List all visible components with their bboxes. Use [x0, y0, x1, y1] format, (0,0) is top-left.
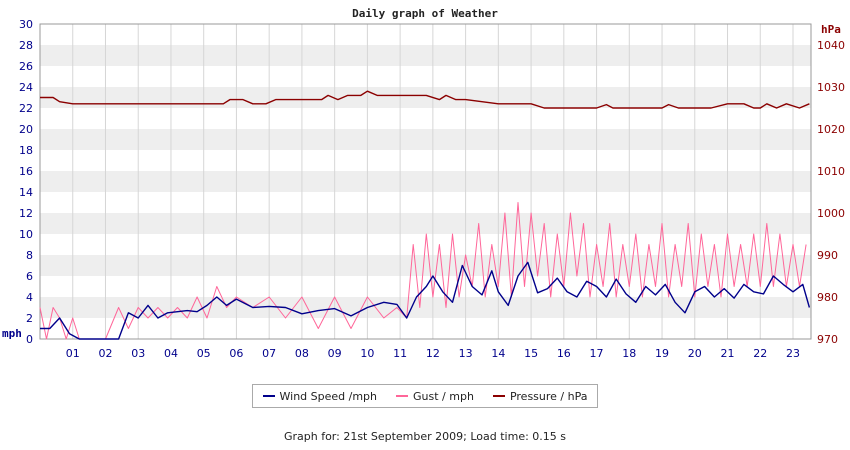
left-tick-label: 2: [26, 312, 33, 325]
left-tick-label: 22: [19, 102, 33, 115]
left-tick-label: 28: [19, 39, 33, 52]
x-tick-label: 23: [786, 347, 800, 360]
left-tick-label: 12: [19, 207, 33, 220]
weather-chart: Daily graph of Weather 02468101214161820…: [2, 7, 845, 360]
legend-swatch-pressure: [492, 395, 505, 397]
x-tick-label: 09: [328, 347, 342, 360]
left-tick-label: 30: [19, 18, 33, 31]
legend-label-wind: Wind Speed /mph: [279, 389, 378, 403]
grid-band: [40, 129, 811, 150]
left-tick-label: 10: [19, 228, 33, 241]
footer-text: Graph for: 21st September 2009; Load tim…: [283, 430, 567, 443]
plot-area-border: [39, 23, 812, 340]
grid-band: [40, 24, 811, 45]
left-tick-label: 24: [19, 81, 33, 94]
grid-bands: [40, 24, 811, 339]
x-tick-label: 07: [262, 347, 276, 360]
x-tick-label: 01: [66, 347, 80, 360]
grid-band: [40, 213, 811, 234]
x-tick-label: 21: [721, 347, 735, 360]
right-axis-unit: hPa: [821, 23, 841, 36]
right-tick-label: 1030: [817, 81, 845, 94]
chart-title: Daily graph of Weather: [352, 7, 498, 20]
legend: Wind Speed /mph Gust / mph Pressure / hP…: [252, 384, 598, 408]
left-tick-label: 0: [26, 333, 33, 346]
x-tick-label: 19: [655, 347, 669, 360]
x-tick-label: 14: [491, 347, 505, 360]
x-tick-label: 22: [753, 347, 767, 360]
legend-item-gust: Gust / mph: [396, 390, 474, 403]
x-tick-label: 20: [688, 347, 702, 360]
x-axis-ticks: 01 02 03 04 05 06 07 08 09 10 11 12 13 14 15 16 17 18 19 20…: [66, 347, 800, 360]
x-tick-label: 13: [459, 347, 473, 360]
x-tick-label: 18: [622, 347, 636, 360]
x-tick-label: 10: [360, 347, 374, 360]
x-tick-label: 06: [229, 347, 243, 360]
grid-band: [40, 87, 811, 108]
left-tick-label: 8: [26, 249, 33, 262]
left-tick-label: 20: [19, 123, 33, 136]
grid-band: [40, 318, 811, 339]
grid-band: [40, 45, 811, 66]
x-tick-label: 03: [131, 347, 145, 360]
left-tick-label: 6: [26, 270, 33, 283]
right-tick-label: 1020: [817, 123, 845, 136]
right-axis-ticks: 970 980 990 1000 1010 1020 1030 1040: [817, 39, 845, 346]
left-tick-label: 18: [19, 144, 33, 157]
grid-band: [40, 171, 811, 192]
legend-item-pressure: Pressure / hPa: [492, 389, 588, 403]
right-tick-label: 970: [817, 333, 838, 346]
x-tick-label: 12: [426, 347, 440, 360]
series-line-wind-speed-mph: [40, 261, 811, 340]
grid-band: [40, 66, 811, 87]
right-tick-label: 990: [817, 249, 838, 262]
x-tick-label: 05: [197, 347, 211, 360]
grid-band: [40, 108, 811, 129]
grid-band: [40, 192, 811, 213]
series-layer: [39, 90, 811, 340]
right-tick-label: 980: [817, 291, 838, 304]
left-tick-label: 26: [19, 60, 33, 73]
right-tick-label: 1010: [817, 165, 845, 178]
right-tick-label: 1000: [817, 207, 845, 220]
x-tick-label: 11: [393, 347, 407, 360]
left-tick-label: 4: [26, 291, 33, 304]
left-tick-label: 16: [19, 165, 33, 178]
grid-band: [40, 150, 811, 171]
left-axis-unit: mph: [2, 327, 22, 340]
x-tick-label: 08: [295, 347, 309, 360]
x-tick-label: 16: [557, 347, 571, 360]
x-tick-label: 15: [524, 347, 538, 360]
x-tick-label: 17: [590, 347, 604, 360]
legend-swatch-wind: [262, 395, 275, 397]
grid-band: [40, 255, 811, 276]
legend-label-gust: Gust / mph: [413, 389, 474, 403]
legend-label-pressure: Pressure / hPa: [509, 389, 588, 403]
x-tick-label: 04: [164, 347, 178, 360]
legend-item-wind: Wind Speed /mph: [262, 389, 378, 403]
legend-swatch-gust: [396, 395, 409, 397]
right-tick-label: 1040: [817, 39, 845, 52]
series-line-pressure-hpa: [40, 90, 810, 109]
x-tick-label: 02: [98, 347, 112, 360]
left-tick-label: 14: [19, 186, 33, 199]
